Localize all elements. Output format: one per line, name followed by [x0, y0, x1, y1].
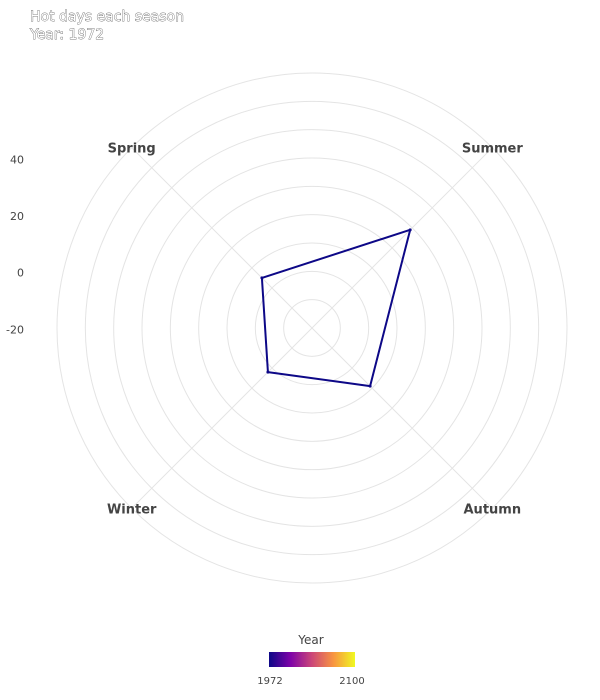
- grid-circle: [254, 270, 370, 386]
- colorbar-legend: Year 1972 2100: [257, 633, 364, 687]
- grid-circle: [84, 100, 540, 556]
- grid-circle: [169, 185, 455, 471]
- grid-spoke: [311, 327, 493, 509]
- grid-spoke: [311, 147, 493, 329]
- colorbar-gradient: [269, 652, 355, 667]
- radial-tick-label: -20: [6, 323, 24, 336]
- data-point-spring: [260, 276, 264, 280]
- grid-circle: [113, 129, 511, 527]
- grid-spoke: [131, 147, 313, 329]
- chart-subtitle: Year: 1972: [29, 27, 104, 43]
- chart-title: Hot days each season: [30, 9, 184, 25]
- grid-circle: [198, 214, 426, 442]
- data-point-autumn: [368, 384, 372, 388]
- grid-circle: [283, 299, 341, 357]
- category-label-autumn: Autumn: [464, 502, 522, 517]
- radial-tick-label: 0: [17, 267, 24, 280]
- radial-tick-label: 20: [10, 210, 24, 223]
- colorbar-max-label: 2100: [339, 676, 364, 687]
- series-line-1972: [260, 228, 412, 388]
- category-label-spring: Spring: [108, 142, 156, 157]
- colorbar-min-label: 1972: [257, 676, 282, 687]
- grid-spoke: [131, 327, 313, 509]
- grid-circle: [226, 242, 398, 414]
- radial-tick-label: 40: [10, 153, 24, 166]
- data-point-winter: [266, 370, 270, 374]
- grid-circle: [56, 72, 568, 584]
- series-layer: [260, 228, 412, 388]
- category-label-winter: Winter: [107, 502, 157, 517]
- category-labels: Spring Summer Autumn Winter: [107, 142, 523, 518]
- data-point-summer: [408, 228, 412, 232]
- colorbar-title: Year: [297, 633, 323, 647]
- grid-circle: [141, 157, 483, 499]
- radial-grid: [56, 72, 568, 584]
- radial-tick-labels: 40 20 0 -20: [6, 153, 24, 336]
- category-label-summer: Summer: [462, 142, 524, 157]
